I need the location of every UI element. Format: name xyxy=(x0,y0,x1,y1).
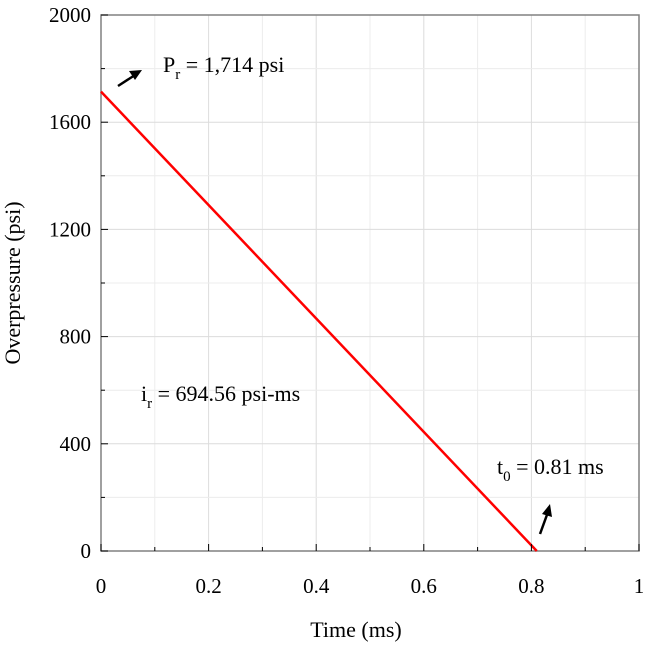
impulse-annotation: ir = 694.56 psi-ms xyxy=(141,381,300,412)
y-tick-label: 800 xyxy=(60,325,92,349)
y-tick-label: 1200 xyxy=(49,217,91,241)
overpressure-series-line xyxy=(100,90,538,552)
x-tick-label: 0.8 xyxy=(518,574,544,598)
x-tick-label: 0.4 xyxy=(303,574,330,598)
peak-arrow xyxy=(117,70,142,88)
y-tick-label: 1600 xyxy=(49,110,91,134)
duration-annotation: t0 = 0.81 ms xyxy=(497,454,604,485)
y-axis-label: Overpressure (psi) xyxy=(0,201,25,364)
x-tick-label: 0.2 xyxy=(195,574,221,598)
x-tick-label: 0.6 xyxy=(411,574,437,598)
duration-arrow xyxy=(538,504,552,535)
series-layer xyxy=(100,90,538,552)
x-axis-label: Time (ms) xyxy=(310,617,401,642)
peak-pressure-annotation: Pr = 1,714 psi xyxy=(163,52,284,83)
ticks: 0 0.2 0.4 0.6 0.8 1 0 400 800 1200 1600 2000 xyxy=(49,3,644,598)
y-tick-label: 2000 xyxy=(49,3,91,27)
x-tick-label: 1 xyxy=(634,574,645,598)
y-tick-label: 0 xyxy=(81,539,92,563)
x-tick-label: 0 xyxy=(96,574,107,598)
y-tick-label: 400 xyxy=(60,432,92,456)
